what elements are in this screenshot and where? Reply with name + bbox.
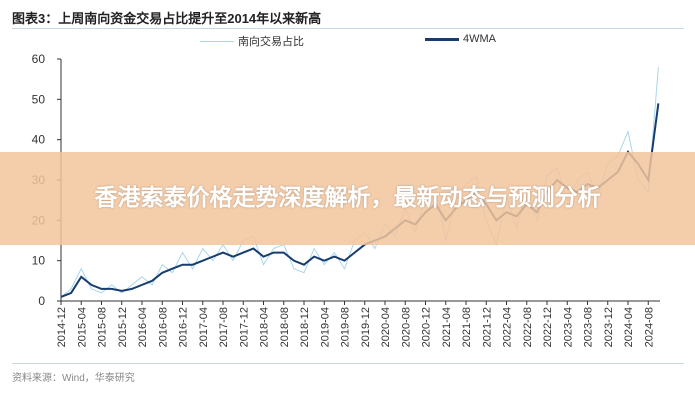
legend-item-ma: 4WMA: [425, 33, 496, 45]
y-tick-label: 40: [32, 133, 46, 147]
x-tick-label: 2018-12: [299, 307, 311, 347]
x-tick-label: 2023-04: [562, 307, 574, 347]
y-tick-label: 10: [32, 254, 46, 268]
x-tick-label: 2017-04: [198, 307, 210, 347]
x-tick-label: 2021-04: [441, 307, 453, 347]
legend-swatch-raw: [200, 40, 234, 42]
legend-swatch-ma: [425, 37, 459, 41]
x-tick-label: 2018-08: [279, 307, 291, 347]
x-tick-label: 2014-12: [56, 307, 68, 347]
figure-title: 图表3：上周南向资金交易占比提升至2014年以来新高: [12, 11, 322, 26]
y-tick-label: 0: [38, 294, 45, 308]
x-tick-label: 2020-08: [400, 307, 412, 347]
x-tick-label: 2021-12: [481, 307, 493, 347]
x-tick-label: 2016-12: [178, 307, 190, 347]
x-tick-label: 2019-04: [319, 307, 331, 347]
x-tick-label: 2016-08: [157, 307, 169, 347]
y-tick-label: 50: [32, 92, 46, 106]
legend-label-ma: 4WMA: [463, 33, 496, 45]
x-tick-label: 2019-12: [360, 307, 372, 347]
x-tick-label: 2015-12: [117, 307, 129, 347]
x-tick-label: 2015-04: [76, 307, 88, 347]
x-tick-label: 2021-08: [461, 307, 473, 347]
overlay-banner: 香港索泰价格走势深度解析，最新动态与预测分析: [0, 152, 695, 245]
x-tick-label: 2015-08: [97, 307, 109, 347]
title-divider: [12, 28, 684, 29]
legend-label-raw: 南向交易占比: [238, 36, 304, 48]
x-tick-label: 2017-12: [238, 307, 250, 347]
x-tick-label: 2022-08: [522, 307, 534, 347]
x-tick-label: 2016-04: [137, 307, 149, 347]
x-tick-label: 2024-04: [623, 307, 635, 347]
x-tick-label: 2022-12: [542, 307, 554, 347]
x-tick-label: 2023-08: [583, 307, 595, 347]
legend-item-raw: 南向交易占比: [200, 33, 304, 49]
source-divider: [12, 363, 684, 364]
x-tick-label: 2022-04: [502, 307, 514, 347]
x-tick-label: 2019-08: [340, 307, 352, 347]
y-tick-label: 60: [32, 52, 46, 66]
x-tick-label: 2024-08: [643, 307, 655, 347]
x-tick-label: 2018-04: [259, 307, 271, 347]
x-tick-label: 2020-12: [421, 307, 433, 347]
banner-text: 香港索泰价格走势深度解析，最新动态与预测分析: [94, 185, 601, 211]
x-tick-label: 2017-08: [218, 307, 230, 347]
x-tick-label: 2023-12: [603, 307, 615, 347]
source-note: 资料来源：Wind，华泰研究: [12, 373, 135, 384]
x-tick-label: 2020-04: [380, 307, 392, 347]
